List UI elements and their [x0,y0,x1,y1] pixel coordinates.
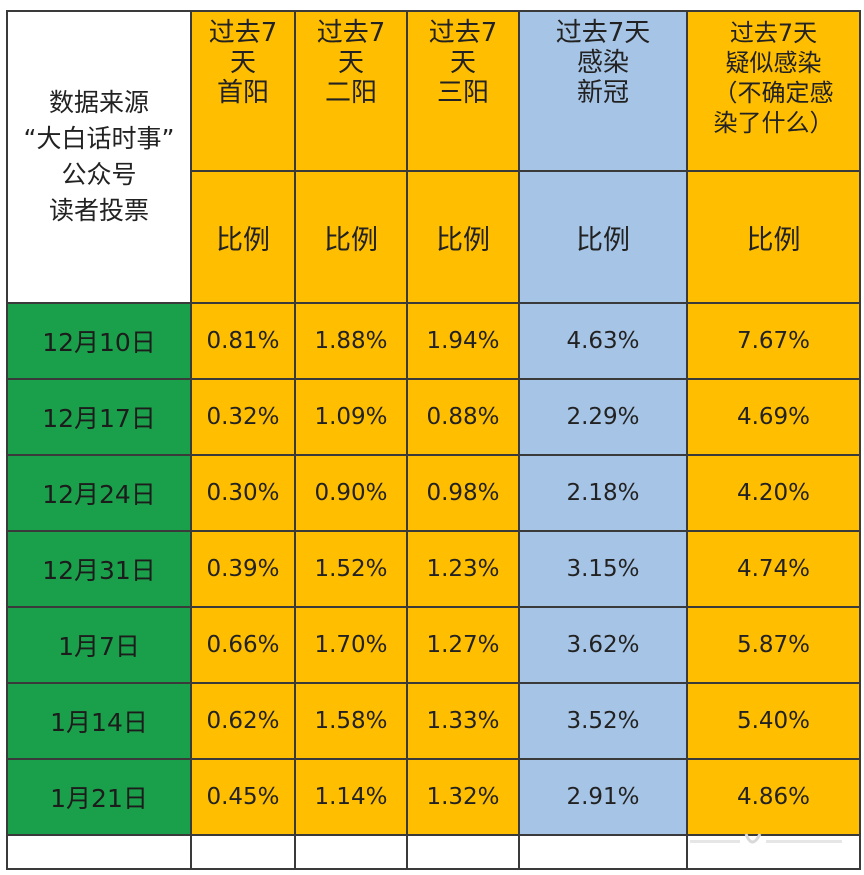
ratio-label: 比例 [406,170,520,304]
column-header: 过去7 天 二阳 [294,10,408,172]
date-cell: 12月10日 [6,302,192,380]
header-line: 染了什么） [713,109,834,137]
header-line: 天 [337,48,364,78]
date-cell: 1月14日 [6,682,192,760]
header-line: 三阳 [436,78,489,108]
table-row: 12月24日 0.30% 0.90% 0.98% 2.18% 4.20% [6,454,861,532]
header-line: 天 [229,48,256,78]
header-line: 过去7天 [729,19,818,47]
ratio-label: 比例 [294,170,408,304]
value-cell: 4.69% [686,378,861,456]
empty-cell [190,834,296,870]
data-table: 数据来源 “大白话时事” 公众号 读者投票 过去7 天 首阳 过去7 天 二阳 … [6,10,861,870]
value-cell: 2.18% [518,454,688,532]
table-row: 12月31日 0.39% 1.52% 1.23% 3.15% 4.74% [6,530,861,608]
value-cell: 3.52% [518,682,688,760]
header-line: 首阳 [216,78,269,108]
value-cell: 5.40% [686,682,861,760]
date-cell: 12月24日 [6,454,192,532]
value-cell: 1.94% [406,302,520,380]
date-cell: 1月7日 [6,606,192,684]
value-cell: 1.33% [406,682,520,760]
header-line: 过去7天 [555,18,651,48]
empty-cell [294,834,408,870]
table-row: 1月21日 0.45% 1.14% 1.32% 2.91% 4.86% [6,758,861,836]
source-line: 数据来源 [48,88,149,117]
ratio-label: 比例 [686,170,861,304]
column-header: 过去7 天 首阳 [190,10,296,172]
date-cell: 12月31日 [6,530,192,608]
value-cell: 1.88% [294,302,408,380]
value-cell: 1.27% [406,606,520,684]
source-cell: 数据来源 “大白话时事” 公众号 读者投票 [6,10,192,304]
value-cell: 5.87% [686,606,861,684]
value-cell: 1.14% [294,758,408,836]
value-cell: 1.70% [294,606,408,684]
value-cell: 0.30% [190,454,296,532]
header-line: 二阳 [324,78,377,108]
value-cell: 0.81% [190,302,296,380]
table-row: 12月17日 0.32% 1.09% 0.88% 2.29% 4.69% [6,378,861,456]
value-cell: 0.62% [190,682,296,760]
value-cell: 0.45% [190,758,296,836]
value-cell: 7.67% [686,302,861,380]
value-cell: 4.63% [518,302,688,380]
value-cell: 4.86% [686,758,861,836]
value-cell: 0.98% [406,454,520,532]
table-row: 1月7日 0.66% 1.70% 1.27% 3.62% 5.87% [6,606,861,684]
source-line: 公众号 [61,160,137,189]
value-cell: 0.39% [190,530,296,608]
header-row: 数据来源 “大白话时事” 公众号 读者投票 过去7 天 首阳 过去7 天 二阳 … [6,10,861,304]
source-line: 读者投票 [48,196,149,225]
value-cell: 0.66% [190,606,296,684]
header-line: 新冠 [576,78,629,108]
value-cell: 0.90% [294,454,408,532]
value-cell: 3.62% [518,606,688,684]
value-cell: 1.52% [294,530,408,608]
ratio-label: 比例 [190,170,296,304]
value-cell: 1.58% [294,682,408,760]
header-line: 过去7 [316,18,386,48]
subheader-row: 比例 比例 比例 比例 比例 [7,170,861,304]
watermark-icon [690,833,842,844]
empty-cell [6,834,192,870]
header-line: 天 [449,48,476,78]
value-cell: 1.09% [294,378,408,456]
value-cell: 1.32% [406,758,520,836]
date-cell: 12月17日 [6,378,192,456]
header-line: 感染 [576,48,629,78]
header-line: （不确定感 [713,79,834,107]
date-cell: 1月21日 [6,758,192,836]
value-cell: 2.91% [518,758,688,836]
header-line: 过去7 [428,18,498,48]
table-row: 1月14日 0.62% 1.58% 1.33% 3.52% 5.40% [6,682,861,760]
column-header: 过去7天 感染 新冠 [518,10,688,172]
header-line: 疑似感染 [725,49,822,77]
value-cell: 2.29% [518,378,688,456]
value-cell: 1.23% [406,530,520,608]
value-cell: 4.20% [686,454,861,532]
value-cell: 4.74% [686,530,861,608]
column-header: 过去7天 疑似感染 （不确定感 染了什么） [686,10,861,172]
value-cell: 0.32% [190,378,296,456]
source-line: “大白话时事” [23,124,175,153]
header-line: 过去7 [208,18,278,48]
empty-cell [406,834,520,870]
value-cell: 0.88% [406,378,520,456]
column-header: 过去7 天 三阳 [406,10,520,172]
table-row: 12月10日 0.81% 1.88% 1.94% 4.63% 7.67% [6,302,861,380]
value-cell: 3.15% [518,530,688,608]
empty-cell [518,834,688,870]
ratio-label: 比例 [518,170,688,304]
